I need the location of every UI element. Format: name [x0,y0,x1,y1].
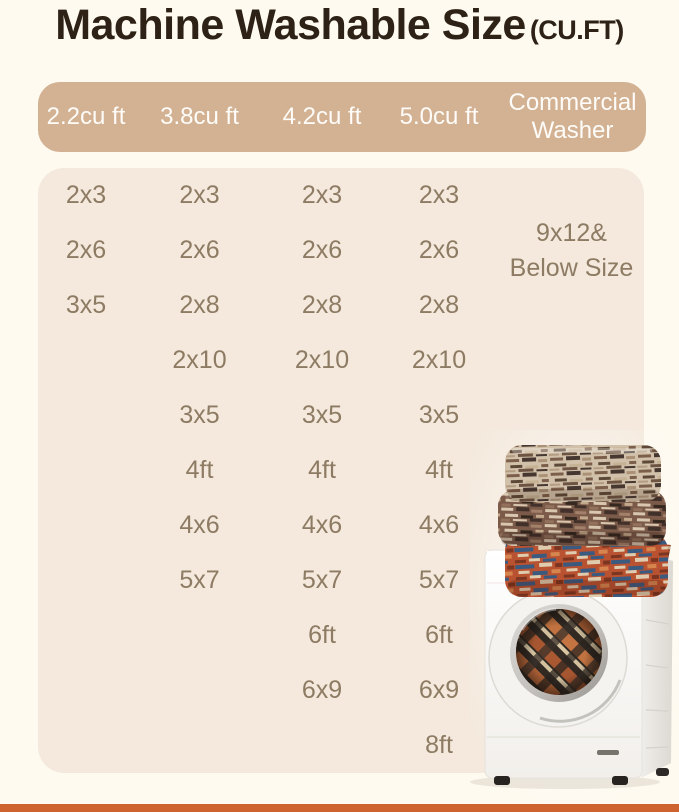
footer-accent-bar [0,804,679,812]
capacity-header-row: 2.2cu ft 3.8cu ft 4.2cu ft 5.0cu ft Comm… [38,82,646,152]
size-cell: 2x8 [179,291,220,319]
size-cell: 6x9 [301,676,343,704]
header-capacity-4-2: 4.2cu ft [282,103,362,130]
size-cell: 2x8 [301,291,343,319]
washer-door [488,588,628,728]
size-cell: 6ft [308,621,336,649]
size-cell: 2x3 [179,181,220,209]
size-cell: 4x6 [301,511,343,539]
washing-machine [484,549,673,785]
size-cell: 5x7 [418,566,460,594]
title-main: Machine Washable Size [55,1,526,49]
size-cell: 2x8 [418,291,460,319]
page-title: Machine Washable Size (CU.FT) [0,1,679,50]
commercial-note-line2: Below Size [509,253,634,282]
header-capacity-3-8: 3.8cu ft [160,103,239,130]
rug-in-drum [516,609,602,695]
washer-foot [612,776,628,785]
header-commercial-washer: Commercial Washer [508,88,637,144]
size-cell: 2x3 [418,181,460,209]
size-cell: 2x6 [179,236,220,264]
size-grid: 2x3 2x6 3x5 2x3 2x6 2x8 2x10 3x5 4ft 4x6… [38,168,644,773]
size-cell: 4ft [185,456,214,484]
size-cell: 2x6 [65,236,107,264]
size-cell: 4x6 [179,511,220,539]
size-cell: 2x10 [172,346,227,374]
washer-foot [494,776,510,785]
folded-rug-top [505,445,661,502]
size-cell: 5x7 [301,566,343,594]
size-cell: 2x3 [301,181,343,209]
size-cell: 4ft [425,456,453,484]
size-cell: 2x6 [301,236,343,264]
size-cell: 3x5 [65,291,107,319]
size-cell: 3x5 [418,401,460,429]
size-cell: 2x6 [418,236,460,264]
size-cell: 2x10 [411,346,467,374]
rug-stack [498,445,671,597]
washer-foot [656,768,669,776]
size-cell: 8ft [425,731,453,759]
size-cell: 3x5 [179,401,220,429]
commercial-washer-note: 9x12& Below Size [499,168,644,333]
washer-rugs-photo [470,430,679,808]
size-cell: 6ft [425,621,453,649]
washer-side-panel [641,552,673,778]
title-suffix: (CU.FT) [529,15,624,45]
size-cell: 2x10 [294,346,350,374]
size-cell: 3x5 [301,401,343,429]
size-cell: 2x3 [65,181,107,209]
commercial-note-line1: 9x12& [536,218,607,247]
size-cell: 6x9 [418,676,460,704]
header-capacity-2-2: 2.2cu ft [46,103,126,130]
size-cell: 4x6 [418,511,460,539]
size-cell: 4ft [308,456,336,484]
washer-drain-flap [597,750,619,755]
size-cell: 5x7 [179,566,220,594]
header-capacity-5-0: 5.0cu ft [399,103,479,130]
